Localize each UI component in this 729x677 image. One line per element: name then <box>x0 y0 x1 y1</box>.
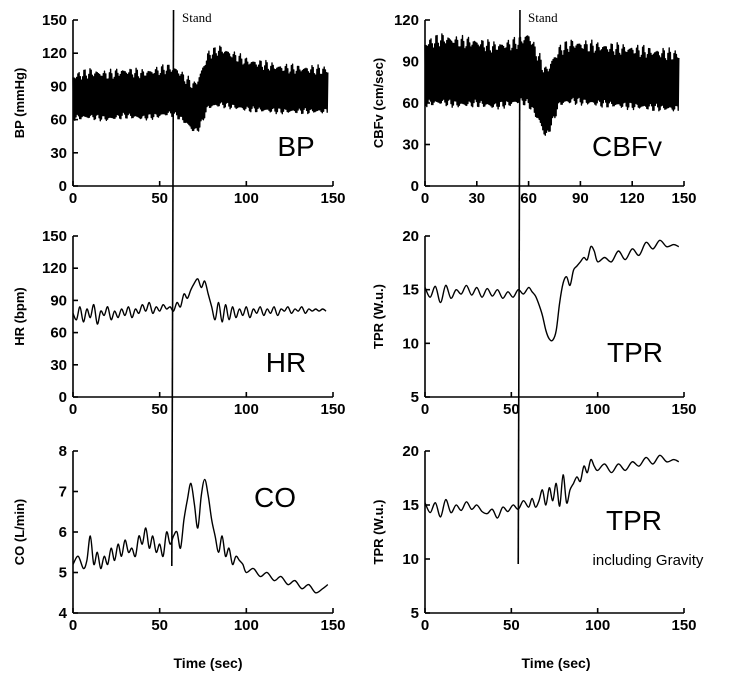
panel-sublabel: including Gravity <box>593 552 704 569</box>
x-tick-label: 30 <box>468 190 485 207</box>
y-tick-label: 120 <box>42 260 67 277</box>
series-line <box>72 478 329 594</box>
y-tick-label: 90 <box>50 292 67 309</box>
y-tick-label: 30 <box>50 145 67 162</box>
y-tick-label: 60 <box>402 95 419 112</box>
y-tick-label: 60 <box>50 112 67 129</box>
y-tick-label: 5 <box>411 605 419 622</box>
x-tick-label: 150 <box>671 401 696 418</box>
signal-envelope <box>73 60 328 122</box>
x-tick-label: 90 <box>572 190 589 207</box>
series-line <box>72 278 327 325</box>
x-tick-label: 50 <box>151 617 168 634</box>
x-tick-label: 150 <box>320 190 345 207</box>
y-tick-label: 0 <box>59 389 67 406</box>
y-tick-label: 0 <box>411 178 419 195</box>
x-tick-label: 150 <box>671 617 696 634</box>
x-tick-label: 60 <box>520 190 537 207</box>
y-tick-label: 7 <box>59 484 67 501</box>
y-tick-label: 30 <box>402 137 419 154</box>
y-tick-label: 60 <box>50 325 67 342</box>
x-tick-label: 0 <box>69 401 77 418</box>
y-tick-label: 15 <box>402 282 419 299</box>
x-tick-label: 50 <box>151 190 168 207</box>
x-tick-label: 150 <box>320 401 345 418</box>
x-axis-title-left: Time (sec) <box>174 655 243 671</box>
y-tick-label: 5 <box>59 565 67 582</box>
x-tick-label: 100 <box>234 617 259 634</box>
x-tick-label: 50 <box>503 617 520 634</box>
panel-label: CBFv <box>592 131 662 162</box>
y-axis-title: BP (mmHg) <box>12 68 27 139</box>
x-tick-label: 100 <box>234 190 259 207</box>
x-tick-label: 100 <box>585 617 610 634</box>
signal-envelope <box>425 49 679 124</box>
y-tick-label: 20 <box>402 228 419 245</box>
x-tick-label: 100 <box>585 401 610 418</box>
panel-cbfv: 0 30 60 90 120 0 30 60 90 120 150 CBFv (cm/sec) CBFv <box>371 12 697 207</box>
x-tick-label: 0 <box>69 617 77 634</box>
panel-co: 4 5 6 7 8 0 50 100 150 CO (L/min) CO <box>12 443 346 634</box>
panel-hr: 0 30 60 90 120 150 0 50 100 150 HR (bpm) HR <box>12 228 346 418</box>
x-tick-label: 150 <box>320 617 345 634</box>
panel-tpr-gravity: 5 10 15 20 0 50 100 150 TPR (W.u.) TPR including G… <box>371 443 704 634</box>
y-tick-label: 90 <box>402 54 419 71</box>
y-tick-label: 5 <box>411 389 419 406</box>
panel-label: CO <box>254 482 296 513</box>
y-tick-label: 90 <box>50 78 67 95</box>
y-tick-label: 10 <box>402 335 419 352</box>
stand-annotation-left: Stand <box>182 10 212 25</box>
y-tick-label: 10 <box>402 551 419 568</box>
series-line <box>424 239 680 342</box>
y-tick-label: 30 <box>50 357 67 374</box>
x-axis-title-right: Time (sec) <box>522 655 591 671</box>
panel-tpr: 5 10 15 20 0 50 100 150 TPR (W.u.) TPR <box>371 228 697 418</box>
y-axis-title: TPR (W.u.) <box>371 500 386 565</box>
y-axis-title: CBFv (cm/sec) <box>371 58 386 148</box>
x-tick-label: 50 <box>503 401 520 418</box>
x-tick-label: 120 <box>620 190 645 207</box>
x-tick-label: 100 <box>234 401 259 418</box>
series-line <box>424 454 680 519</box>
y-tick-label: 20 <box>402 443 419 460</box>
y-axis-title: TPR (W.u.) <box>371 284 386 349</box>
x-tick-label: 0 <box>69 190 77 207</box>
y-tick-label: 120 <box>394 12 419 29</box>
y-axis-title: CO (L/min) <box>12 499 27 565</box>
y-tick-label: 150 <box>42 228 67 245</box>
stand-annotation-right: Stand <box>528 10 558 25</box>
panel-label: TPR <box>607 337 663 368</box>
y-tick-label: 8 <box>59 443 67 460</box>
stand-event-line-left <box>171 9 175 567</box>
panel-label: TPR <box>606 505 662 536</box>
panel-bp: 0 30 60 90 120 150 0 50 100 150 BP (mmHg) BP <box>12 12 346 207</box>
signal-trace <box>72 45 329 132</box>
y-tick-label: 120 <box>42 45 67 62</box>
y-tick-label: 4 <box>59 605 68 622</box>
x-tick-label: 0 <box>421 401 429 418</box>
y-tick-label: 15 <box>402 497 419 514</box>
y-tick-label: 150 <box>42 12 67 29</box>
x-tick-label: 150 <box>671 190 696 207</box>
signal-trace <box>424 33 680 136</box>
x-tick-label: 50 <box>151 401 168 418</box>
y-tick-label: 0 <box>59 178 67 195</box>
y-tick-label: 6 <box>59 524 67 541</box>
y-axis-title: HR (bpm) <box>12 287 27 346</box>
x-tick-label: 0 <box>421 617 429 634</box>
stand-event-line-right <box>517 9 521 565</box>
panel-label: HR <box>266 347 306 378</box>
panel-label: BP <box>277 131 314 162</box>
x-tick-label: 0 <box>421 190 429 207</box>
